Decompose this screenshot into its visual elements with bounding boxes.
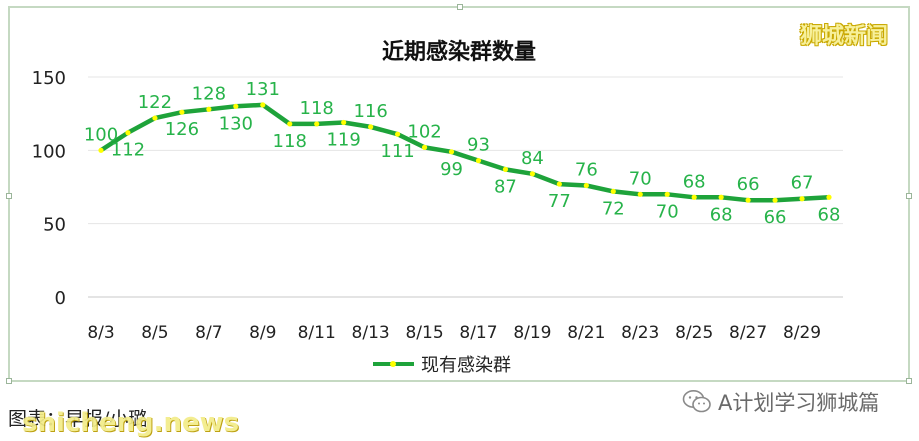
data-label: 76 [575, 160, 598, 181]
data-point [314, 121, 320, 127]
data-point [448, 149, 455, 155]
data-point [206, 106, 212, 112]
x-tick-label: 8/13 [352, 323, 390, 343]
resize-handle-top[interactable] [457, 4, 463, 10]
data-point [421, 144, 428, 150]
data-point [152, 115, 158, 121]
data-label: 111 [380, 141, 414, 162]
x-tick-label: 8/3 [87, 323, 114, 343]
data-point [772, 197, 778, 203]
data-label: 87 [494, 176, 517, 197]
resize-handle-left[interactable] [6, 193, 12, 199]
data-point [799, 196, 805, 202]
watermark-bottom-logo: shicheng.news [22, 408, 240, 438]
data-label: 68 [818, 204, 841, 225]
data-label: 77 [548, 191, 571, 212]
data-label: 130 [219, 113, 253, 134]
y-tick-label: 50 [43, 215, 66, 236]
data-label: 68 [683, 171, 706, 192]
x-tick-label: 8/29 [783, 323, 821, 343]
data-label: 70 [629, 168, 652, 189]
data-point [691, 194, 697, 200]
data-label: 122 [138, 92, 172, 113]
x-tick-label: 8/17 [459, 323, 497, 343]
data-label: 112 [111, 140, 145, 161]
data-label: 99 [440, 159, 463, 180]
source-caption: 图表：早报/小璐 [8, 404, 147, 431]
data-label: 68 [710, 204, 733, 225]
data-label: 70 [656, 201, 679, 222]
data-label: 118 [273, 131, 307, 152]
data-label: 100 [84, 124, 118, 145]
data-point [718, 194, 724, 200]
data-point [368, 124, 374, 130]
x-tick-label: 8/5 [141, 323, 168, 343]
source-label: 图表： [8, 408, 66, 430]
chart-title: 近期感染群数量 [382, 39, 536, 65]
data-label: 93 [467, 135, 490, 156]
data-point [826, 194, 832, 200]
data-label: 72 [602, 198, 625, 219]
data-point [233, 103, 239, 109]
data-label: 131 [246, 79, 280, 100]
x-tick-label: 8/25 [675, 323, 713, 343]
x-tick-label: 8/11 [298, 323, 336, 343]
wechat-account-name: A计划学习狮城篇 [718, 391, 880, 415]
wechat-attribution: A计划学习狮城篇 [682, 384, 879, 420]
data-label: 84 [521, 148, 544, 169]
y-axis-ticks: 0 50 100 150 [32, 68, 66, 309]
legend: 现有感染群 [373, 355, 511, 376]
data-label: 116 [353, 101, 387, 122]
data-label: 66 [764, 207, 787, 228]
x-tick-label: 8/21 [567, 323, 605, 343]
data-point [529, 171, 536, 177]
source-name: 早报/小璐 [65, 408, 148, 430]
data-point [610, 188, 616, 194]
data-label: 119 [326, 129, 360, 150]
x-axis-ticks: 8/3 8/5 8/7 8/9 8/11 8/13 8/15 8/17 8/19 8/21 8/23… [87, 323, 821, 343]
y-tick-label: 150 [32, 68, 66, 89]
resize-handle-bottom-left[interactable] [6, 378, 12, 384]
data-point [556, 181, 562, 187]
x-tick-label: 8/7 [195, 323, 222, 343]
data-label: 126 [165, 119, 199, 140]
data-point [502, 166, 509, 172]
data-point [98, 147, 104, 153]
chart-frame [6, 4, 912, 384]
data-point [179, 109, 185, 115]
x-tick-label: 8/27 [729, 323, 767, 343]
data-point [260, 102, 266, 108]
x-tick-label: 8/23 [621, 323, 659, 343]
data-point [125, 130, 131, 136]
wechat-icon [682, 390, 711, 413]
series-line [98, 102, 832, 203]
y-tick-label: 100 [32, 141, 66, 162]
data-label: 128 [192, 83, 226, 104]
gridlines [88, 76, 843, 225]
data-point [475, 158, 482, 164]
data-point [341, 119, 347, 126]
data-point [745, 197, 751, 203]
data-label: 66 [737, 174, 760, 195]
watermark-top-logo: 狮城新闻 [800, 24, 889, 49]
data-label: 102 [407, 121, 441, 142]
resize-handle-right[interactable] [906, 193, 912, 199]
x-tick-label: 8/9 [249, 323, 276, 343]
data-point [637, 191, 643, 197]
data-point [583, 182, 589, 189]
x-tick-label: 8/15 [405, 323, 443, 343]
x-tick-label: 8/19 [513, 323, 551, 343]
data-point [287, 121, 293, 127]
data-label: 118 [300, 98, 334, 119]
legend-marker [390, 361, 396, 367]
series-layer [98, 102, 832, 203]
legend-series-name: 现有感染群 [421, 355, 511, 376]
data-label: 67 [791, 173, 814, 194]
resize-handle-bottom-right[interactable] [906, 378, 912, 384]
data-point [664, 191, 670, 197]
y-tick-label: 0 [55, 288, 66, 309]
data-point [394, 131, 401, 137]
